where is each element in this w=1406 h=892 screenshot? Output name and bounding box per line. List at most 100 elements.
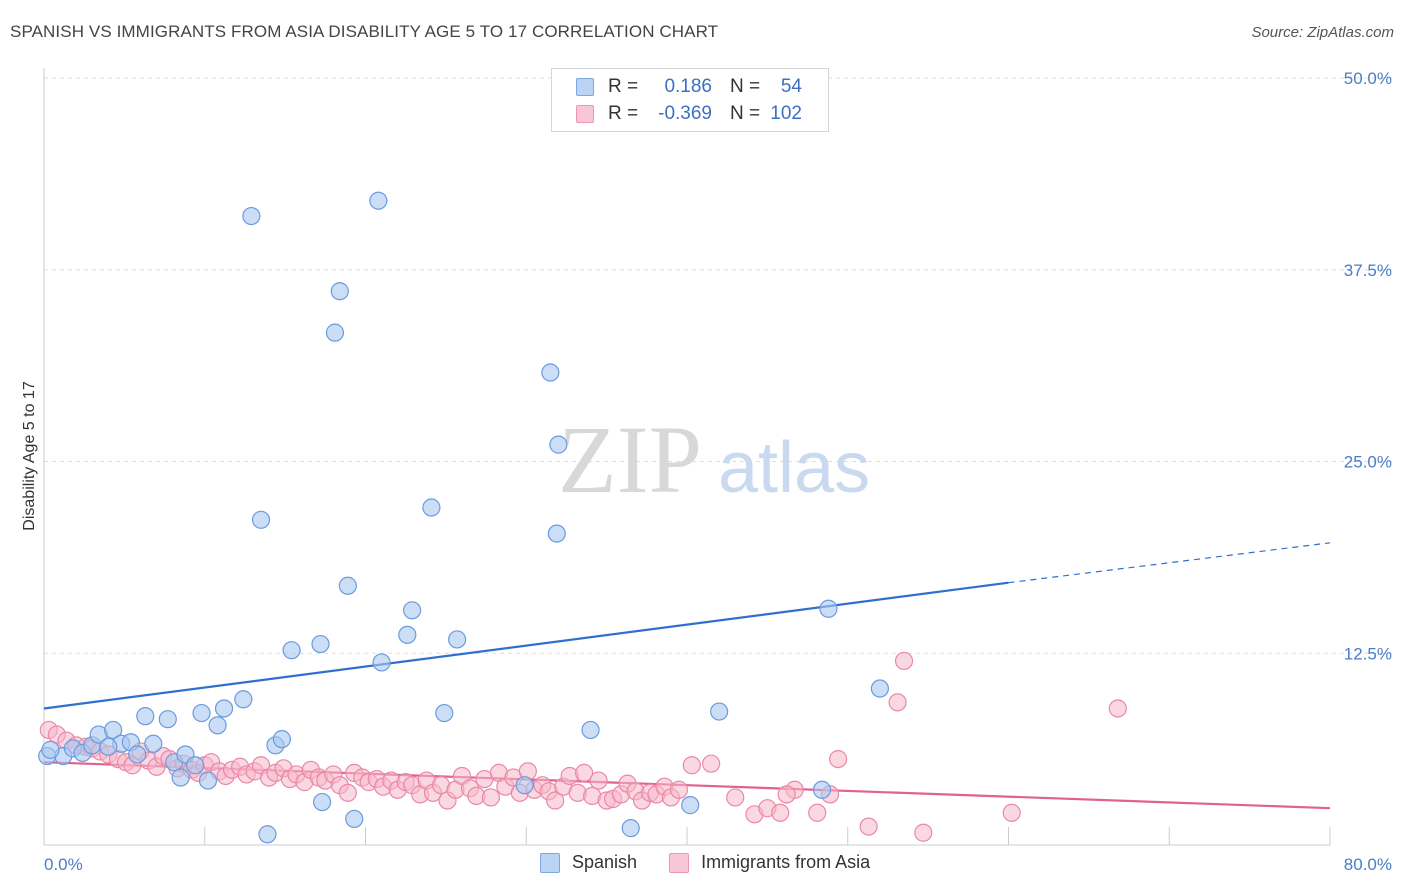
correlation-legend: R = 0.186 N = 54 R = -0.369 N = 102 — [551, 68, 829, 132]
asia-swatch-icon — [576, 105, 594, 123]
legend-n-label: N = — [730, 76, 761, 97]
legend-r-value: 0.186 — [664, 76, 712, 97]
asia-point — [338, 783, 357, 802]
x-tick-label: 0.0% — [44, 855, 83, 874]
spanish-point — [99, 737, 118, 756]
asia-point — [808, 803, 827, 822]
legend-row-asia: R = -0.369 N = 102 — [576, 101, 802, 127]
spanish-point — [403, 601, 422, 620]
spanish-point — [234, 690, 253, 709]
legend-label-spanish: Spanish — [572, 852, 638, 872]
spanish-point — [369, 191, 388, 210]
spanish-point — [345, 809, 364, 829]
spanish-point — [435, 703, 454, 723]
legend-r-value: -0.369 — [658, 103, 712, 124]
spanish-point — [311, 634, 330, 654]
spanish-point — [581, 720, 600, 740]
spanish-point — [547, 524, 566, 543]
spanish-point — [258, 825, 277, 844]
spanish-point — [330, 282, 349, 301]
spanish-point — [422, 498, 441, 517]
legend-label-asia: Immigrants from Asia — [701, 852, 871, 872]
spanish-point — [158, 710, 177, 729]
asia-point — [702, 754, 721, 773]
spanish-point — [272, 730, 292, 749]
watermark-atlas: atlas — [718, 428, 870, 508]
source-label: Source: ZipAtlas.com — [1251, 24, 1394, 41]
spanish-point — [41, 740, 60, 759]
spanish-point — [198, 771, 218, 790]
watermark-zip: ZIP — [558, 406, 702, 513]
watermark: ZIP atlas — [558, 406, 870, 513]
spanish-point — [214, 699, 234, 718]
spanish-swatch-icon — [540, 852, 560, 873]
spanish-point — [812, 780, 832, 799]
y-tick-label: 37.5% — [1344, 261, 1392, 280]
spanish-point — [398, 625, 417, 644]
spanish-trend-extension — [1008, 542, 1331, 584]
asia-swatch-icon — [669, 852, 690, 873]
y-tick-label: 12.5% — [1344, 644, 1392, 663]
asia-point — [682, 756, 701, 775]
spanish-point — [448, 630, 467, 649]
legend-r-label: R = — [608, 76, 639, 97]
asia-point — [1002, 803, 1021, 822]
legend-n-label: N = — [730, 103, 761, 124]
asia-point — [481, 788, 500, 807]
asia-point — [894, 651, 914, 671]
legend-item-asia[interactable]: Immigrants from Asia — [669, 852, 870, 873]
asia-point — [589, 771, 608, 790]
spanish-point — [208, 716, 227, 735]
y-tick-label: 25.0% — [1344, 453, 1392, 472]
asia-point — [859, 817, 878, 836]
asia-point — [669, 780, 689, 799]
spanish-point — [710, 702, 729, 721]
y-tick-label: 50.0% — [1344, 69, 1392, 88]
spanish-point — [282, 641, 301, 660]
spanish-swatch-icon — [576, 78, 594, 96]
spanish-point — [621, 819, 640, 838]
x-tick-label: 80.0% — [1344, 855, 1392, 874]
legend-item-spanish[interactable]: Spanish — [540, 852, 637, 873]
series-legend: Spanish Immigrants from Asia — [540, 852, 902, 873]
chart-title: SPANISH VS IMMIGRANTS FROM ASIA DISABILI… — [10, 22, 719, 41]
spanish-point — [136, 707, 155, 726]
legend-n-value: 102 — [770, 103, 802, 124]
asia-point — [888, 693, 907, 712]
spanish-point — [681, 796, 700, 815]
asia-point — [575, 763, 594, 783]
asia-point — [777, 785, 796, 804]
asia-point — [1108, 699, 1127, 718]
spanish-point — [186, 756, 205, 775]
spanish-point — [251, 510, 271, 529]
spanish-trend-line — [43, 581, 1009, 710]
grid-lines — [44, 77, 1392, 654]
legend-r-label: R = — [608, 103, 639, 124]
spanish-point — [515, 776, 534, 795]
spanish-point — [870, 679, 890, 698]
legend-row-spanish: R = 0.186 N = 54 — [576, 74, 802, 100]
y-axis-label: Disability Age 5 to 17 — [21, 381, 38, 531]
spanish-point — [338, 576, 357, 595]
spanish-point — [144, 734, 163, 753]
legend-n-value: 54 — [780, 76, 802, 97]
asia-point — [546, 791, 565, 810]
spanish-point — [325, 323, 345, 342]
axes — [43, 68, 1331, 846]
asia-point — [914, 823, 933, 842]
spanish-point — [372, 653, 391, 672]
spanish-point — [819, 599, 838, 618]
spanish-point — [171, 768, 190, 787]
spanish-point — [104, 720, 123, 740]
spanish-point — [541, 363, 560, 382]
asia-point — [726, 788, 745, 807]
spanish-point — [192, 703, 211, 723]
asia-point — [829, 749, 848, 769]
spanish-point — [242, 206, 261, 226]
spanish-point — [312, 792, 332, 812]
spanish-point — [128, 745, 147, 764]
spanish-point — [549, 435, 568, 454]
data-points — [38, 191, 1127, 844]
axis-labels: 12.5% 25.0% 37.5% 50.0% 0.0% 80.0% Disability … — [21, 69, 1392, 874]
